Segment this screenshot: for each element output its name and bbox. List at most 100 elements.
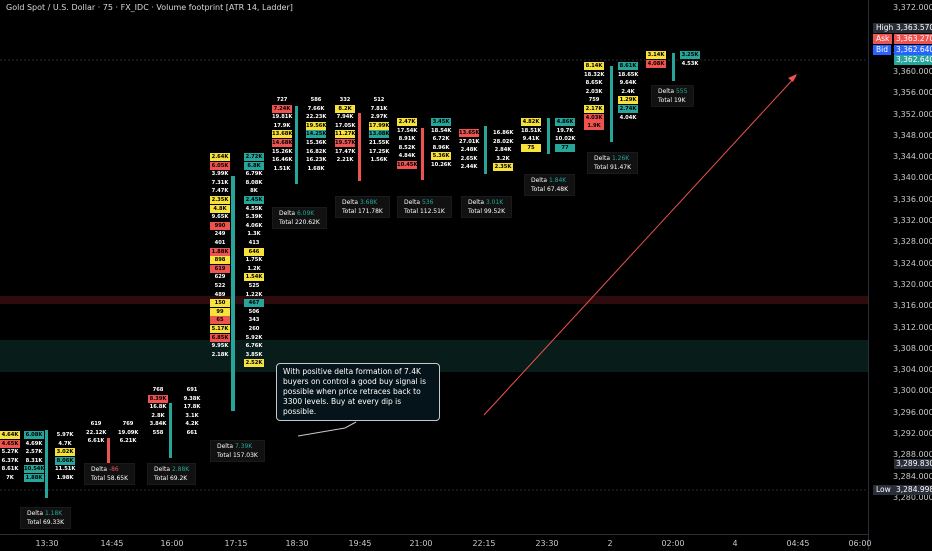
chart-title: Gold Spot / U.S. Dollar · 75 · FX_IDC · …: [6, 3, 293, 12]
bid-label: Bid: [873, 45, 891, 55]
price-tick: 3,352.000: [893, 109, 932, 119]
footprint-cell: 990: [210, 221, 230, 230]
footprint-cell: 8K: [250, 188, 258, 195]
time-tick: 02:00: [661, 539, 685, 548]
footprint-cell: 8.91K: [398, 136, 416, 143]
footprint-cell: 768: [152, 387, 164, 393]
footprint-cell: 769: [122, 421, 134, 427]
footprint-cell: 19.57K: [335, 139, 356, 147]
ask-label: Ask: [873, 34, 893, 44]
footprint-cell: 11.27K: [335, 130, 356, 139]
time-tick: 19:45: [348, 539, 372, 548]
footprint-cell: 9.95K: [211, 343, 229, 350]
footprint-cell: 4.7K: [58, 440, 72, 447]
footprint-cell: 4.82K: [521, 118, 541, 126]
bar-stats: Delta 3.68K Total 171.78K: [335, 196, 390, 218]
footprint-cell: 2.48K: [460, 147, 478, 154]
time-tick: 21:00: [409, 539, 433, 548]
footprint-cell: 13.68K: [272, 130, 293, 139]
footprint-cell: 15.26K: [272, 148, 293, 155]
footprint-cell: 13.65K: [459, 129, 480, 137]
footprint-cell: 18.51K: [521, 127, 542, 134]
footprint-cell: 8.06K: [55, 456, 75, 465]
footprint-cell: 2.8K: [151, 412, 165, 419]
footprint-cell: 6.8K: [244, 161, 264, 170]
footprint-cell: 2.64K: [210, 153, 230, 161]
footprint-cell: 17.05K: [335, 122, 356, 129]
price-tick: 3,280.000: [893, 492, 932, 502]
footprint-cell: 9.64K: [619, 80, 637, 87]
footprint-cell: 22.12K: [86, 429, 107, 436]
footprint-cell: 28.02K: [493, 138, 514, 145]
footprint-cell: 691: [186, 387, 198, 393]
footprint-cell: 9.65K: [211, 214, 229, 221]
time-axis[interactable]: 13:30 14:45 16:00 17:15 18:30 19:45 21:00 22:15…: [0, 534, 872, 551]
candle-body: [358, 113, 361, 181]
footprint-cell: 75: [521, 143, 541, 152]
footprint-cell: 1.54K: [244, 273, 264, 282]
footprint-cell: 4.53K: [681, 60, 699, 67]
footprint-cell: 2.74K: [618, 105, 638, 113]
footprint-cell: 9.38K: [183, 395, 201, 402]
footprint-cell: 2.17K: [584, 105, 604, 113]
footprint-cell: 10.02K: [555, 136, 576, 143]
footprint-cell: 6.61K: [87, 438, 105, 445]
footprint-cell: 6.85K: [210, 333, 230, 342]
footprint-cell: 6.08K: [24, 431, 44, 439]
footprint-cell: 5.39K: [245, 214, 263, 221]
price-tick: 3,312.000: [893, 322, 932, 332]
footprint-cell: 2.72K: [244, 153, 264, 161]
footprint-cell: 10.45K: [397, 161, 418, 169]
footprint-cell: 586: [310, 97, 322, 103]
bar-stats: Delta 1.18K Total 69.33K: [20, 507, 72, 529]
last-price-value: 3,362.640: [894, 55, 932, 65]
footprint-cell: 661: [186, 430, 198, 436]
footprint-cell: 6.72K: [432, 136, 450, 143]
footprint-cell: 413: [248, 240, 260, 246]
price-tick: 3,284.000: [893, 471, 932, 481]
footprint-cell: 77: [555, 143, 575, 152]
footprint-cell: 467: [244, 299, 264, 308]
price-tick: 3,356.000: [893, 88, 932, 98]
footprint-cell: 4.84K: [398, 153, 416, 160]
time-tick: 16:00: [160, 539, 184, 548]
price-tick: 3,304.000: [893, 365, 932, 375]
price-tick: 3,348.000: [893, 130, 932, 140]
footprint-cell: 4.65K: [0, 439, 20, 448]
footprint-cell: 27.01K: [459, 138, 480, 145]
footprint-cell: 2.18K: [211, 351, 229, 358]
footprint-cell: 260: [248, 326, 260, 332]
bar-stats: Delta 2.88K Total 69.2K: [147, 463, 197, 485]
footprint-cell: 629: [214, 274, 226, 281]
footprint-cell: 332: [339, 97, 351, 103]
footprint-cell: 14.68K: [272, 139, 293, 147]
footprint-cell: 3.99K: [211, 171, 229, 178]
price-tick: 3,308.000: [893, 343, 932, 353]
footprint-cell: 3.02K: [55, 448, 75, 457]
ask-value: 3,363.270: [894, 34, 932, 44]
footprint-cell: 3.14K: [646, 51, 666, 59]
footprint-cell: 99: [210, 307, 230, 316]
footprint-cell: 898: [210, 256, 230, 265]
footprint-cell: 8.65K: [585, 80, 603, 87]
footprint-cell: 1.88K: [24, 474, 44, 482]
bid-value: 3,362.640: [894, 45, 932, 55]
time-tick: 06:00: [848, 539, 872, 548]
footprint-cell: 8.52K: [398, 144, 416, 151]
footprint-cell: 11.51K: [55, 466, 76, 473]
footprint-cell: 7.47K: [211, 188, 229, 195]
footprint-cell: 10.54K: [24, 465, 45, 474]
footprint-cell: 65: [210, 316, 230, 325]
footprint-cell: 7.94K: [336, 114, 354, 121]
footprint-cell: 22.23K: [306, 114, 327, 121]
footprint-cell: 3.25K: [680, 51, 700, 59]
trend-arrow-head: [788, 74, 797, 82]
trade-annotation[interactable]: With positive delta formation of 7.4K bu…: [276, 363, 440, 421]
footprint-chart[interactable]: [0, 18, 868, 530]
footprint-cell: 4.2K: [185, 421, 199, 428]
candle-body: [231, 176, 235, 411]
price-tick: 3,292.000: [893, 429, 932, 438]
footprint-cell: 17.9K: [273, 122, 291, 129]
time-tick: 13:30: [35, 539, 59, 548]
price-axis[interactable]: 3,372.0003,368.0003,364.0003,360.0003,35…: [868, 0, 932, 550]
